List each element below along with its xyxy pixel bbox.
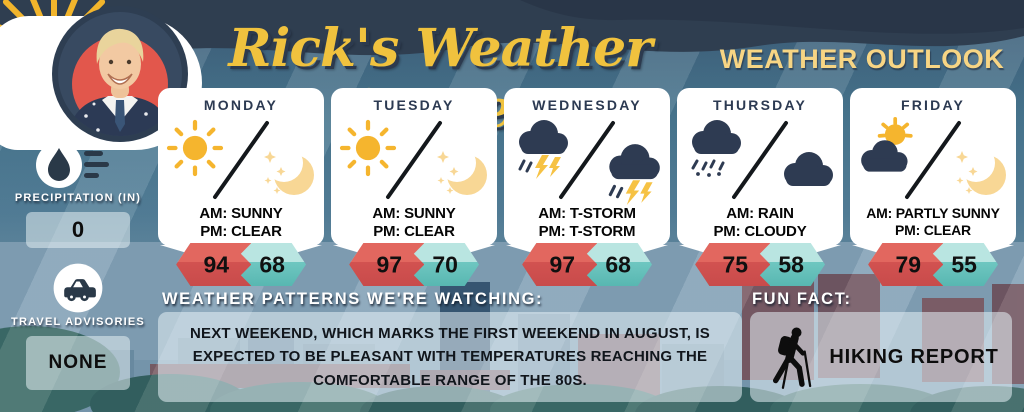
high-temp: 79 (895, 251, 922, 277)
icon-area (850, 115, 1016, 203)
temperature-badge: 97 70 (349, 243, 479, 286)
conditions: AM: SUNNY PM: CLEAR (331, 205, 497, 240)
fun-fact-box: HIKING REPORT (750, 312, 1012, 402)
travel-group: TRAVEL ADVISORIES NONE (0, 262, 156, 390)
top-wave (0, 0, 1024, 58)
travel-advisories-label: TRAVEL ADVISORIES (11, 316, 145, 328)
am-condition: AM: PARTLY SUNNY (866, 205, 1000, 221)
car-icon (53, 263, 103, 313)
thunderstorm-icon (600, 141, 666, 207)
low-temp: 70 (432, 251, 458, 277)
am-pm-divider (213, 121, 269, 199)
temperature-badge: 94 68 (176, 243, 306, 286)
am-condition: AM: SUNNY (372, 205, 456, 222)
conditions: AM: PARTLY SUNNY PM: CLEAR (850, 205, 1016, 238)
cloud-icon (775, 149, 839, 189)
high-temp-shape (176, 243, 252, 286)
am-pm-divider (732, 121, 788, 199)
low-temp: 68 (259, 251, 285, 277)
day-label: MONDAY (203, 97, 279, 113)
pm-condition: PM: T-STORM (538, 222, 636, 240)
day-label: FRIDAY (900, 97, 966, 113)
precipitation-value: 0 (26, 212, 130, 248)
icon-area (677, 115, 843, 203)
high-temp: 97 (549, 251, 576, 277)
hiker-icon (773, 327, 812, 389)
rick-portrait (52, 6, 188, 142)
icon-area (331, 115, 497, 203)
am-pm-divider (905, 121, 961, 199)
high-temp: 94 (203, 251, 230, 277)
fun-fact-heading: FUN FACT: (752, 290, 852, 308)
forecast-card-thursday: THURSDAY AM: RAIN PM: CLOUDY 75 58 (677, 88, 843, 286)
am-pm-divider (386, 121, 442, 199)
day-label: TUESDAY (373, 97, 455, 113)
am-pm-divider (559, 121, 615, 199)
raindrop-gauge-icon (36, 142, 109, 188)
forecast-card-friday: FRIDAY AM: PARTLY SUNNY PM: CLEAR 79 55 (850, 88, 1016, 286)
forecast-card-tuesday: TUESDAY AM: SUNNY PM: CLEAR 97 70 (331, 88, 497, 286)
high-temp-shape (349, 243, 425, 286)
day-label: THURSDAY (712, 97, 808, 113)
fun-fact-text: HIKING REPORT (829, 345, 999, 368)
high-temp-shape (868, 243, 944, 286)
high-temp-shape (695, 243, 771, 286)
pm-condition: PM: CLEAR (373, 222, 455, 240)
pm-condition: PM: CLEAR (200, 222, 282, 240)
conditions: AM: T-STORM PM: T-STORM (504, 205, 670, 240)
low-temp: 55 (951, 251, 977, 277)
high-temp: 97 (376, 251, 403, 277)
patterns-heading: WEATHER PATTERNS WE'RE WATCHING: (162, 290, 544, 308)
icon-area (504, 115, 670, 203)
forecast-card-monday: MONDAY AM: SUNNY PM: CLEAR 94 68 (158, 88, 324, 286)
day-label: WEDNESDAY (532, 97, 642, 113)
moon-stars-icon (948, 141, 1012, 205)
conditions: AM: SUNNY PM: CLEAR (158, 205, 324, 240)
moon-stars-icon (256, 141, 320, 205)
am-condition: AM: SUNNY (199, 205, 283, 222)
am-condition: AM: RAIN (726, 205, 794, 222)
pm-condition: PM: CLOUDY (713, 222, 807, 240)
am-condition: AM: T-STORM (538, 205, 636, 222)
conditions: AM: RAIN PM: CLOUDY (677, 205, 843, 240)
temperature-badge: 75 58 (695, 243, 825, 286)
low-temp: 68 (605, 251, 631, 277)
temperature-badge: 97 68 (522, 243, 652, 286)
outlook-heading: WEATHER OUTLOOK (719, 44, 1005, 74)
temperature-badge: 79 55 (868, 243, 998, 286)
icon-area (158, 115, 324, 203)
sidebar: PRECIPITATION (IN) 0 TRAVEL ADVISORIES N… (0, 140, 156, 390)
high-temp: 75 (722, 251, 749, 277)
travel-advisories-value: NONE (26, 336, 130, 390)
patterns-box: NEXT WEEKEND, WHICH MARKS THE FIRST WEEK… (158, 312, 742, 402)
precipitation-group: PRECIPITATION (IN) 0 (0, 140, 156, 248)
forecast-cards: MONDAY AM: SUNNY PM: CLEAR 94 68 TUESDAY (158, 88, 1016, 286)
precipitation-label: PRECIPITATION (IN) (14, 192, 142, 204)
high-temp-shape (522, 243, 598, 286)
patterns-text: NEXT WEEKEND, WHICH MARKS THE FIRST WEEK… (189, 325, 711, 389)
forecast-card-wednesday: WEDNESDAY AM: T-STORM PM: T-STORM 97 68 (504, 88, 670, 286)
low-temp: 58 (778, 251, 804, 277)
moon-stars-icon (429, 141, 493, 205)
pm-condition: PM: CLEAR (895, 221, 971, 238)
